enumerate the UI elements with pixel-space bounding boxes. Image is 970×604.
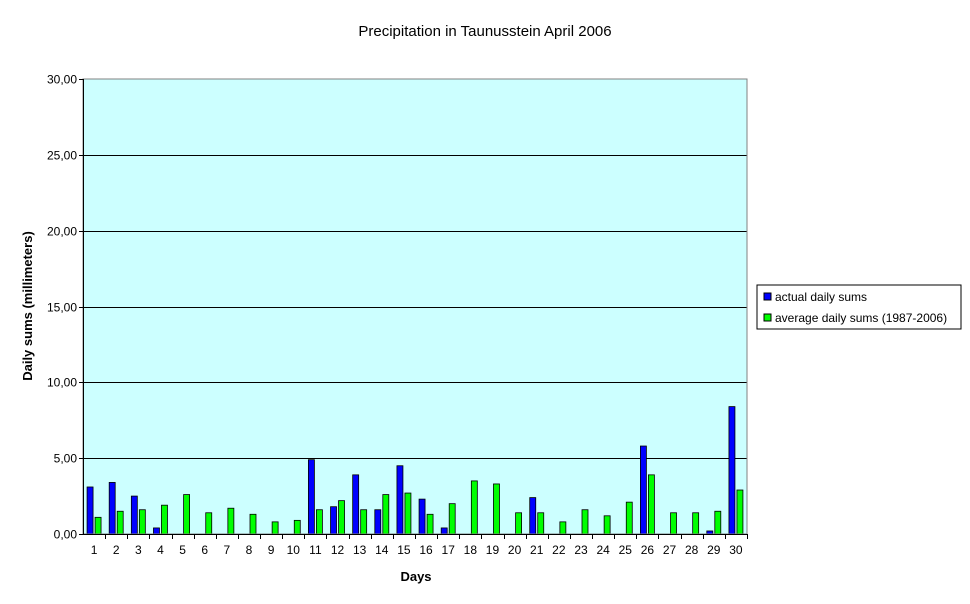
legend-box bbox=[756, 284, 962, 330]
bar-actual-day-30 bbox=[728, 406, 736, 535]
x-tick-label: 24 bbox=[596, 543, 610, 557]
bar-average-day-23 bbox=[581, 509, 589, 535]
x-tick-label: 25 bbox=[619, 543, 633, 557]
bar-average-day-7 bbox=[227, 507, 235, 535]
x-tick-label: 26 bbox=[641, 543, 655, 557]
bar-average-day-22 bbox=[559, 521, 567, 535]
bar-average-day-12 bbox=[338, 500, 345, 535]
bar-average-day-10 bbox=[293, 519, 301, 535]
plot-area bbox=[83, 79, 747, 534]
x-tick-label: 1 bbox=[91, 543, 98, 557]
x-tick-label: 19 bbox=[486, 543, 500, 557]
bar-average-day-19 bbox=[493, 483, 500, 535]
x-tick-label: 18 bbox=[464, 543, 478, 557]
bar-average-day-26 bbox=[648, 474, 655, 535]
bar-actual-day-2 bbox=[108, 482, 116, 535]
y-tick-label: 10,00 bbox=[47, 376, 77, 390]
bar-actual-day-16 bbox=[418, 498, 426, 535]
x-tick-label: 9 bbox=[268, 543, 275, 557]
bar-average-day-11 bbox=[315, 509, 323, 535]
y-tick-label: 5,00 bbox=[54, 452, 78, 466]
x-tick-label: 28 bbox=[685, 543, 699, 557]
x-tick-label: 11 bbox=[309, 543, 322, 557]
x-tick-label: 22 bbox=[552, 543, 566, 557]
x-tick-label: 3 bbox=[135, 543, 142, 557]
bar-average-day-15 bbox=[404, 492, 412, 535]
gridlines bbox=[83, 155, 747, 459]
bar-average-day-28 bbox=[692, 512, 700, 535]
x-tick-label: 5 bbox=[179, 543, 186, 557]
bar-average-day-4 bbox=[161, 504, 168, 535]
y-tick-labels: 0,00 5,00 10,00 15,00 20,00 25,00 30,00 bbox=[47, 73, 77, 542]
y-tick-label: 20,00 bbox=[47, 225, 77, 239]
y-tick-label: 15,00 bbox=[47, 301, 77, 315]
legend: actual daily sums average daily sums (19… bbox=[756, 284, 962, 330]
x-tick-label: 2 bbox=[113, 543, 120, 557]
x-tick-label: 4 bbox=[157, 543, 164, 557]
bar-actual-day-11 bbox=[307, 459, 315, 535]
bar-actual-day-1 bbox=[86, 486, 94, 535]
axes bbox=[79, 79, 748, 539]
bar-average-day-16 bbox=[426, 513, 434, 535]
bar-average-day-20 bbox=[515, 512, 522, 535]
x-tick-label: 30 bbox=[729, 543, 743, 557]
x-tick-labels: 1 2 3 4 5 6 7 8 9 10 11 12 13 14 15 16 17 18 19 20 21 22 23 24 2… bbox=[91, 543, 743, 557]
x-tick-label: 16 bbox=[419, 543, 433, 557]
bar-average-day-30 bbox=[736, 489, 744, 535]
bar-average-day-18 bbox=[470, 480, 478, 535]
bar-actual-day-21 bbox=[529, 497, 537, 535]
legend-swatch-actual bbox=[763, 292, 772, 301]
x-tick-label: 14 bbox=[375, 543, 389, 557]
bar-actual-day-15 bbox=[396, 465, 404, 535]
bar-average-day-17 bbox=[448, 503, 456, 535]
legend-swatch-average bbox=[763, 313, 772, 322]
bar-actual-day-17 bbox=[440, 527, 448, 535]
bar-average-day-29 bbox=[714, 510, 722, 535]
chart-title: Precipitation in Taunusstein April 2006 bbox=[358, 23, 611, 40]
bar-average-day-14 bbox=[382, 494, 390, 535]
x-tick-label: 27 bbox=[663, 543, 677, 557]
x-tick-label: 6 bbox=[201, 543, 208, 557]
bar-average-day-9 bbox=[271, 521, 279, 535]
x-tick-label: 15 bbox=[397, 543, 411, 557]
x-tick-label: 13 bbox=[353, 543, 367, 557]
bar-actual-day-12 bbox=[330, 506, 337, 535]
bar-average-day-27 bbox=[670, 512, 677, 535]
x-tick-label: 17 bbox=[442, 543, 456, 557]
x-tick-label: 12 bbox=[331, 543, 345, 557]
bar-actual-day-26 bbox=[640, 445, 647, 535]
x-axis-title: Days bbox=[400, 569, 431, 584]
bar-average-day-25 bbox=[625, 501, 633, 535]
legend-label-actual: actual daily sums bbox=[775, 290, 867, 304]
bar-average-day-6 bbox=[205, 512, 213, 535]
bar-average-day-5 bbox=[183, 494, 191, 535]
bars bbox=[86, 406, 744, 535]
bar-average-day-24 bbox=[603, 515, 611, 535]
y-tick-label: 0,00 bbox=[54, 528, 78, 542]
bar-average-day-8 bbox=[249, 513, 257, 535]
x-tick-label: 7 bbox=[224, 543, 231, 557]
x-tick-label: 20 bbox=[508, 543, 522, 557]
bar-average-day-21 bbox=[537, 512, 545, 535]
x-tick-label: 23 bbox=[574, 543, 588, 557]
x-tick-label: 8 bbox=[246, 543, 253, 557]
y-tick-label: 30,00 bbox=[47, 73, 77, 87]
x-tick-label: 21 bbox=[530, 543, 544, 557]
bar-average-day-13 bbox=[360, 509, 368, 535]
bar-average-day-1 bbox=[94, 516, 102, 535]
bar-actual-day-13 bbox=[352, 474, 360, 535]
y-axis-title: Daily sums (millimeters) bbox=[20, 231, 35, 381]
bar-average-day-3 bbox=[138, 509, 146, 535]
bar-average-day-2 bbox=[116, 510, 124, 535]
bar-actual-day-4 bbox=[153, 527, 160, 535]
x-tick-label: 29 bbox=[707, 543, 721, 557]
legend-label-average: average daily sums (1987-2006) bbox=[775, 311, 947, 325]
bar-actual-day-14 bbox=[374, 509, 382, 535]
x-tick-label: 10 bbox=[287, 543, 301, 557]
y-tick-label: 25,00 bbox=[47, 149, 77, 163]
bar-actual-day-3 bbox=[130, 495, 138, 535]
